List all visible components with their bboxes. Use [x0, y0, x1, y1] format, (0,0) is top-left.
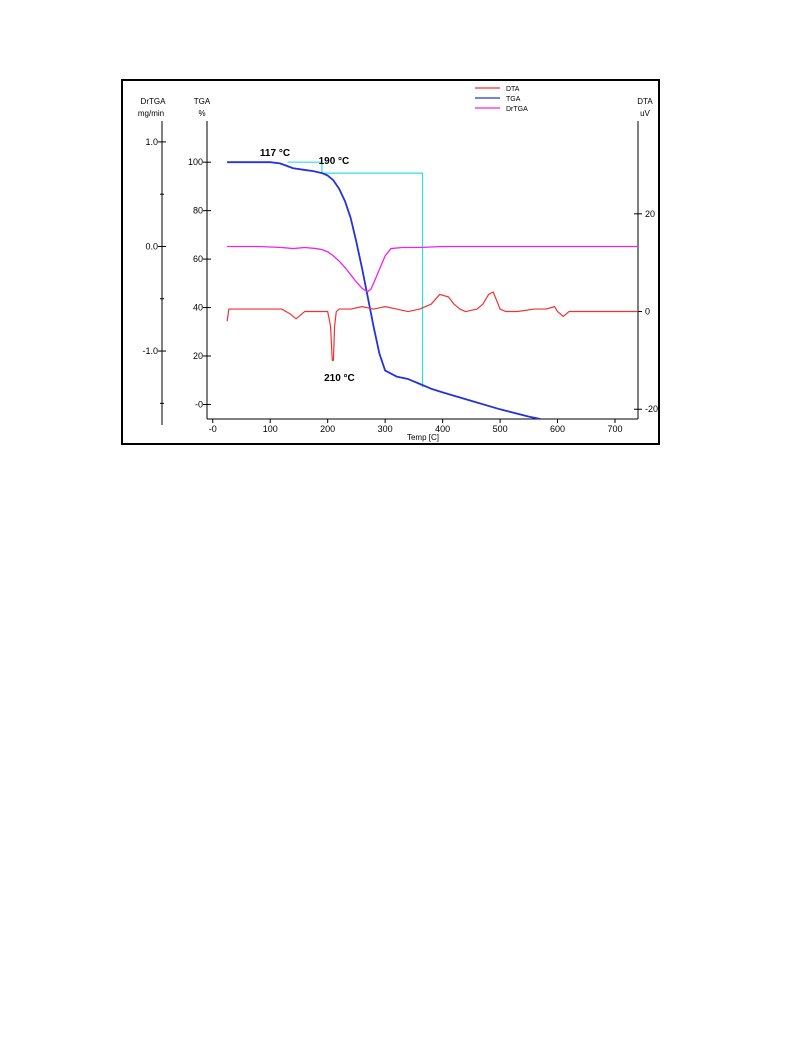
tga-tick-label: 60 — [193, 254, 203, 264]
legend-label-dta: DTA — [506, 86, 520, 93]
annotation-117: 117 °C — [260, 148, 290, 159]
dta-tick-label: 0 — [645, 307, 650, 317]
legend-label-drtga: DrTGA — [506, 106, 528, 113]
legend-label-tga: TGA — [506, 96, 521, 103]
x-tick-label: 200 — [320, 424, 335, 434]
drtga-tick-label: -1.0 — [142, 346, 158, 356]
drtga-tick-label: 0.0 — [145, 241, 158, 251]
tga-tick-label: 40 — [193, 303, 203, 313]
dta-axis-unit: uV — [640, 109, 650, 118]
x-tick-label: 500 — [493, 424, 508, 434]
tga-dta-chart: DTA TGA DrTGA DrTGA mg/min TGA % DTA uV … — [138, 86, 658, 442]
drtga-tick-label: 1.0 — [145, 137, 158, 147]
tga-tick-label: 100 — [188, 157, 203, 167]
x-tick-label: 300 — [378, 424, 393, 434]
plot-area — [226, 161, 638, 420]
x-tick-label: 100 — [263, 424, 278, 434]
series-line-drtga — [227, 245, 638, 293]
dta-axis-title: DTA — [637, 97, 653, 106]
annotation-210: 210 °C — [324, 373, 355, 384]
x-tick-label: 600 — [550, 424, 565, 434]
x-tick-label: 700 — [607, 424, 622, 434]
x-tick-label: 400 — [435, 424, 450, 434]
tga-tick-label: 80 — [193, 206, 203, 216]
x-tick-label: -0 — [209, 424, 217, 434]
guide-line — [287, 161, 424, 388]
tga-axis-unit: % — [198, 109, 205, 118]
x-axis-title: Temp [C] — [407, 433, 439, 442]
dta-tick-label: -20 — [645, 404, 658, 414]
drtga-axis-unit: mg/min — [138, 109, 164, 118]
series-line-dta — [226, 291, 638, 361]
dta-tick-label: 20 — [645, 209, 655, 219]
annotation-190: 190 °C — [319, 156, 350, 167]
tga-tick-label: 20 — [193, 351, 203, 361]
series-line-tga — [227, 161, 541, 420]
legend: DTA TGA DrTGA — [475, 86, 528, 113]
drtga-axis-title: DrTGA — [141, 97, 167, 106]
chart-frame: DTA TGA DrTGA DrTGA mg/min TGA % DTA uV … — [121, 79, 660, 445]
tga-tick-label: -0 — [195, 399, 203, 409]
tga-axis-title: TGA — [194, 97, 211, 106]
